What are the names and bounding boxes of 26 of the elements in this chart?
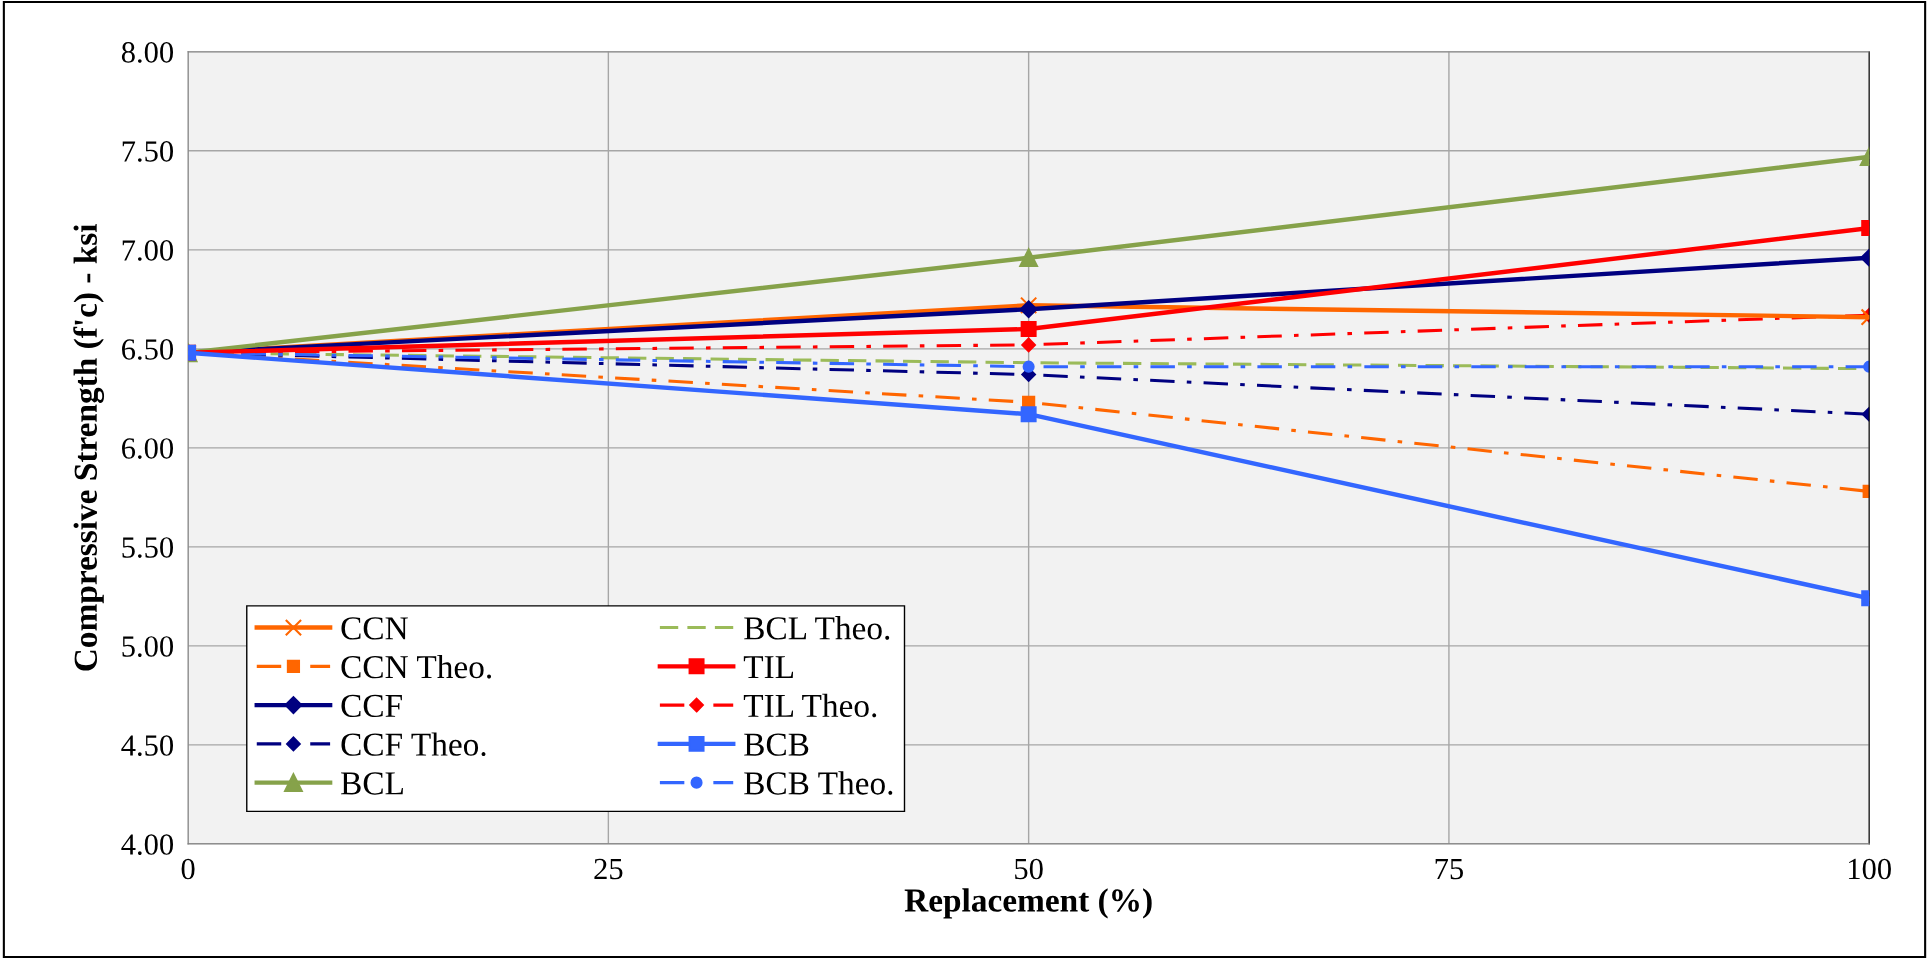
- x-tick-label: 50: [1015, 858, 1043, 880]
- y-tick-label: 6.00: [122, 438, 174, 459]
- legend-label: CCN: [341, 617, 408, 640]
- legend-label: TIL: [743, 656, 794, 679]
- y-tick-label: 6.50: [122, 339, 174, 360]
- legend-label: BCB Theo.: [744, 771, 893, 795]
- x-tick-label: 0: [181, 858, 195, 880]
- y-tick-label: 7.50: [122, 141, 174, 162]
- y-tick-label: 5.00: [122, 636, 174, 657]
- legend-label: CCN Theo.: [341, 654, 492, 679]
- legend-label: CCF: [341, 694, 402, 718]
- x-tick-label: 100: [1848, 858, 1891, 880]
- legend-label: BCL: [341, 772, 403, 795]
- y-tick-label: 4.50: [121, 735, 174, 756]
- legend-label: BCL Theo.: [744, 616, 890, 640]
- y-tick-label: 8.00: [121, 42, 174, 63]
- x-tick-label: 25: [594, 858, 623, 880]
- y-tick-label: 5.50: [122, 537, 174, 558]
- legend-label: TIL Theo.: [743, 693, 877, 718]
- y-tick-label: 4.00: [121, 834, 174, 855]
- x-axis-title: Replacement (%): [904, 888, 1152, 919]
- y-axis-title: Compressive Strength (f'c) - ksi: [73, 223, 105, 671]
- legend-label: CCF Theo.: [341, 732, 486, 757]
- x-tick-label: 75: [1435, 859, 1463, 880]
- legend-label: BCB: [744, 733, 809, 756]
- y-tick-label: 7.00: [122, 240, 174, 261]
